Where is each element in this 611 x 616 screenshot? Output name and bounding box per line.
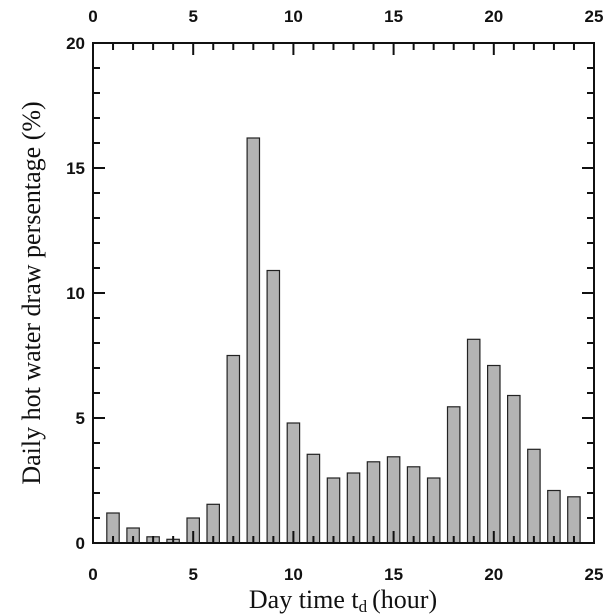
bar-hour-8 [246, 137, 261, 544]
bar-hour-16 [406, 466, 421, 544]
bar-hour-18 [446, 406, 461, 544]
y-tick-label: 5 [76, 409, 85, 428]
bar-hour-17 [426, 477, 441, 544]
bar-hour-13 [346, 472, 361, 544]
y-tick-label: 15 [66, 159, 85, 178]
x-axis-title: Day time td (hour) [249, 585, 437, 616]
bar-hour-20 [487, 364, 501, 544]
x-axis-title-subscript: d [359, 597, 368, 616]
x-tick-label: 10 [284, 565, 303, 584]
y-axis-title: Daily hot water draw persentage (%) [17, 101, 46, 484]
x-top-tick-label: 25 [585, 7, 604, 26]
x-top-tick-label: 10 [284, 7, 303, 26]
y-tick-label: 0 [76, 534, 85, 553]
plot-frame [92, 42, 595, 544]
x-tick-label: 20 [484, 565, 503, 584]
x-top-tick-label: 15 [384, 7, 403, 26]
x-tick-label: 25 [585, 565, 604, 584]
bar-hour-19 [466, 338, 481, 544]
x-top-tick-label: 20 [484, 7, 503, 26]
bars-group [106, 137, 581, 544]
x-top-tick-label: 5 [188, 7, 197, 26]
y-tick-label: 20 [66, 34, 85, 53]
bar-hour-10 [286, 422, 301, 544]
x-axis-title-unit: (hour) [372, 585, 437, 614]
bar-hour-21 [507, 394, 521, 544]
x-tick-label: 0 [88, 565, 97, 584]
bar-hour-7 [226, 354, 241, 544]
bar-hour-12 [326, 477, 341, 544]
bar-hour-23 [547, 489, 561, 544]
bar-hour-22 [527, 448, 541, 544]
x-tick-label: 15 [384, 565, 403, 584]
y-tick-label: 10 [66, 284, 85, 303]
bar-hour-15 [386, 456, 401, 544]
x-tick-label: 5 [188, 565, 197, 584]
x-top-tick-label: 0 [88, 7, 97, 26]
bar-hour-11 [306, 453, 321, 544]
x-axis-title-main: Day time t [249, 585, 360, 614]
bar-hour-14 [366, 461, 381, 544]
bar-hour-9 [266, 269, 281, 544]
